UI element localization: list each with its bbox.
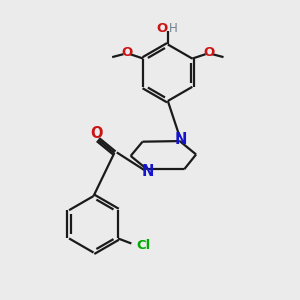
Text: N: N (141, 164, 154, 179)
Text: O: O (122, 46, 133, 59)
Text: Cl: Cl (136, 239, 151, 252)
Text: O: O (90, 126, 103, 141)
Text: O: O (203, 46, 214, 59)
Text: O: O (157, 22, 168, 34)
Text: H: H (169, 22, 178, 34)
Text: N: N (174, 132, 187, 147)
